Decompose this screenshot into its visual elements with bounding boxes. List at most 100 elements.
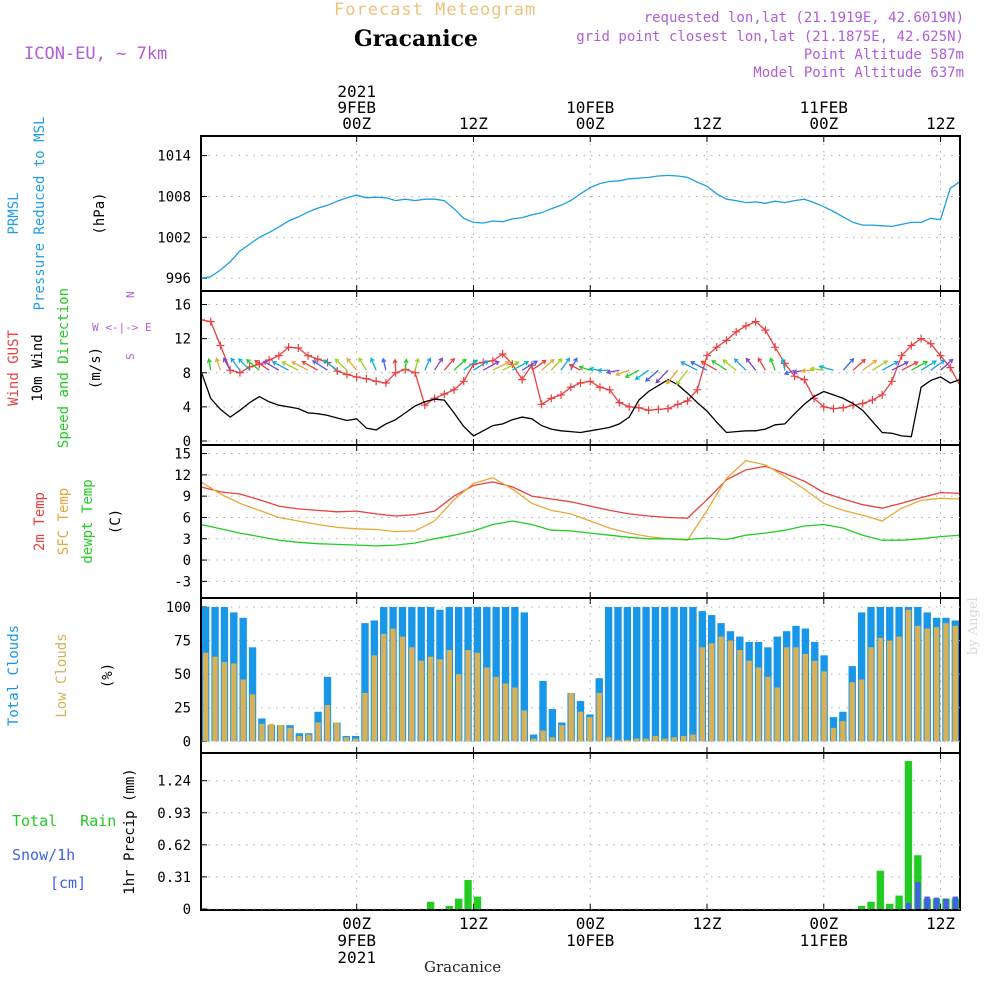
ytick-label-clouds: 75 [174, 634, 191, 650]
bar-low-clouds [343, 737, 349, 742]
wind-arrow-head [346, 357, 352, 363]
wind-arrow [404, 359, 408, 371]
gust-marker [878, 390, 887, 399]
wind-arrow-head [557, 358, 563, 363]
wind-arrow [819, 365, 834, 371]
model-label: ICON-EU, ~ 7km [24, 44, 168, 64]
wind-arrow-head [565, 357, 571, 363]
wind-arrow [443, 358, 455, 371]
series-line-10m-wind [202, 371, 959, 438]
bar-low-clouds [783, 647, 790, 742]
bar-total-clouds [661, 607, 669, 742]
bar-low-clouds [437, 659, 443, 742]
ytick-label-pressure: 1014 [157, 149, 191, 165]
gust-marker [819, 402, 828, 411]
gust-marker [771, 343, 780, 352]
wind-arrow [606, 369, 620, 374]
bar-low-clouds [699, 647, 705, 742]
wind-arrow-head [230, 357, 236, 363]
panel-wind [200, 290, 961, 446]
bar-total-clouds [511, 607, 519, 742]
wind-arrow [541, 359, 555, 371]
bar-low-clouds [362, 692, 368, 742]
wind-arrow-head [913, 361, 919, 366]
bar-total-clouds [633, 607, 641, 742]
gust-marker [304, 351, 313, 360]
bar-low-clouds [905, 609, 912, 742]
wind-arrow [208, 359, 212, 371]
bar-snow-1h [933, 897, 940, 909]
wind-arrow [453, 358, 467, 371]
wind-arrow [424, 358, 431, 371]
bar-low-clouds [221, 662, 228, 742]
bar-low-clouds [577, 711, 584, 742]
wind-arrow-head [514, 361, 520, 366]
wind-arrow-head [903, 361, 909, 366]
bar-low-clouds [427, 656, 434, 742]
wind-arrow [473, 360, 489, 371]
gust-marker [294, 344, 303, 353]
bar-low-clouds [615, 739, 621, 742]
gust-marker [595, 383, 604, 392]
gust-marker [790, 372, 799, 381]
wind-arrow [223, 357, 231, 371]
wind-arrow [635, 369, 649, 380]
wind-arrow [358, 357, 367, 371]
gust-marker [605, 385, 614, 394]
gust-marker [712, 343, 721, 352]
gust-marker [917, 334, 926, 343]
ytick-label-temperature: 3 [183, 532, 191, 548]
bar-low-clouds [924, 628, 930, 742]
wind-arrow-head [634, 375, 640, 380]
wind-arrow-head [358, 357, 363, 363]
wind-arrow-head [780, 357, 786, 363]
wind-arrow [433, 357, 443, 371]
bar-low-clouds [474, 652, 481, 742]
bar-low-clouds [830, 727, 837, 742]
wind-arrow-head [948, 358, 954, 364]
wind-arrow [781, 358, 786, 371]
wind-arrow-head [403, 358, 409, 364]
bottom-time-label: 00Z [342, 914, 371, 933]
bar-low-clouds [690, 734, 696, 742]
wind-arrow [676, 369, 689, 385]
bar-low-clouds [624, 739, 631, 742]
wind-arrow [711, 360, 727, 371]
gust-marker [839, 403, 848, 412]
bar-low-clouds [549, 737, 556, 742]
wind-arrow-head [655, 378, 661, 384]
bar-low-clouds [877, 637, 884, 742]
wind-arrow [531, 359, 547, 371]
gust-marker [576, 379, 585, 387]
bar-low-clouds [287, 727, 293, 742]
bar-low-clouds [840, 721, 846, 742]
requested-coords: requested lon,lat (21.1919E, 42.6019N) [643, 10, 964, 26]
ytick-label-pressure: 1008 [157, 189, 191, 205]
wind-arrow [901, 361, 918, 371]
bar-low-clouds [390, 628, 396, 742]
wind-arrow-head [473, 359, 479, 365]
bar-low-clouds [915, 625, 921, 742]
wind-arrow-head [381, 357, 387, 363]
wind-arrow-head [711, 360, 717, 365]
wind-arrow-head [281, 361, 287, 366]
bar-low-clouds [231, 663, 237, 742]
wind-arrow-head [568, 363, 574, 369]
ytick-label-wind: 16 [174, 298, 191, 314]
gust-marker [741, 321, 750, 330]
gust-marker [654, 405, 663, 414]
wind-arrow [722, 359, 737, 371]
bar-total-rain [445, 905, 453, 909]
ytick-label-wind: 0 [183, 434, 191, 450]
ytick-label-temperature: -3 [174, 574, 191, 590]
bar-low-clouds [952, 625, 958, 742]
model-altitude: Model Point Altitude 637m [753, 65, 964, 81]
bar-low-clouds [765, 676, 771, 742]
gust-marker [946, 363, 955, 372]
gust-marker [342, 370, 351, 379]
bar-low-clouds [315, 722, 321, 742]
wind-arrow-head [414, 357, 420, 363]
wind-arrow-head [369, 357, 375, 363]
wind-arrow-head [223, 357, 228, 363]
gust-marker [274, 351, 283, 360]
